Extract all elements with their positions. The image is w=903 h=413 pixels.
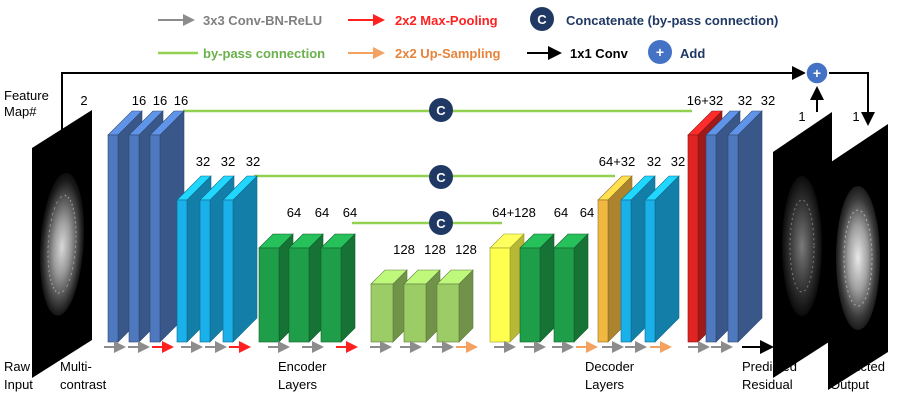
count-enc3-c: 64 bbox=[343, 205, 357, 220]
legend: 3x3 Conv-BN-ReLU 2x2 Max-Pooling C Conca… bbox=[158, 7, 778, 64]
count-bottleneck-c: 128 bbox=[455, 242, 477, 257]
feature-map-blocks bbox=[107, 110, 763, 343]
legend-add-label: Add bbox=[680, 46, 705, 61]
count-enc2-a: 32 bbox=[196, 154, 210, 169]
encoder-label-line1: Encoder bbox=[278, 359, 327, 374]
concat-icon-level2 bbox=[429, 165, 453, 189]
captions: Feature Map# Raw Input Multi- contrast E… bbox=[4, 88, 885, 392]
predicted-residual-image bbox=[773, 112, 832, 378]
count-enc3-b: 64 bbox=[315, 205, 329, 220]
legend-maxpool-label: 2x2 Max-Pooling bbox=[395, 13, 498, 28]
count-enc1-b: 16 bbox=[153, 93, 167, 108]
count-output: 1 bbox=[852, 109, 859, 124]
block-bottleneck-2 bbox=[403, 269, 441, 343]
block-dec3-1 bbox=[489, 233, 525, 343]
block-dec1-3 bbox=[727, 110, 763, 343]
block-dec3-3 bbox=[553, 233, 589, 343]
add-node-icon bbox=[805, 61, 829, 85]
concat-symbol-level3: C bbox=[436, 216, 446, 231]
block-enc3-1 bbox=[258, 233, 294, 343]
legend-conv-label: 3x3 Conv-BN-ReLU bbox=[203, 13, 322, 28]
legend-conv1x1-label: 1x1 Conv bbox=[570, 46, 629, 61]
predicted-residual-label-line1: Predicted bbox=[742, 359, 797, 374]
feature-map-label-line1: Feature bbox=[4, 88, 49, 103]
count-dec1-a: 16+32 bbox=[687, 93, 724, 108]
decoder-label-line2: Layers bbox=[585, 377, 625, 392]
block-dec3-2 bbox=[519, 233, 555, 343]
legend-bypass-label: by-pass connection bbox=[203, 46, 325, 61]
concat-icon-level3 bbox=[429, 211, 453, 235]
feature-map-label-line2: Map# bbox=[4, 104, 37, 119]
block-bottleneck-1 bbox=[370, 269, 408, 343]
count-dec2-a: 64+32 bbox=[599, 154, 636, 169]
block-bottleneck-3 bbox=[436, 269, 474, 343]
decoder-label-line1: Decoder bbox=[585, 359, 635, 374]
legend-concat-label: Concatenate (by-pass connection) bbox=[566, 13, 778, 28]
predicted-output-label-line2: Output bbox=[830, 377, 869, 392]
skip-line-top bbox=[61, 66, 806, 130]
concat-icon-level1 bbox=[429, 98, 453, 122]
predicted-residual-label-line2: Residual bbox=[742, 377, 793, 392]
count-dec2-b: 32 bbox=[647, 154, 661, 169]
count-dec2-c: 32 bbox=[671, 154, 685, 169]
global-residual-skip: + bbox=[61, 61, 875, 130]
add-to-output-arrow bbox=[829, 72, 875, 126]
feature-counts: 2 16 16 16 32 32 32 64 64 64 128 128 128… bbox=[80, 93, 859, 257]
multi-contrast-label-line2: contrast bbox=[60, 377, 107, 392]
count-enc1-c: 16 bbox=[174, 93, 188, 108]
count-dec3-c: 64 bbox=[580, 205, 594, 220]
block-enc2-3 bbox=[222, 175, 258, 343]
predicted-output-image bbox=[828, 124, 888, 390]
count-dec3-a: 64+128 bbox=[492, 205, 536, 220]
concat-symbol-level1: C bbox=[436, 103, 446, 118]
legend-concat-icon bbox=[530, 7, 554, 31]
block-enc3-2 bbox=[288, 233, 324, 343]
predicted-output-label-line1: Predicted bbox=[830, 359, 885, 374]
encoder-label-line2: Layers bbox=[278, 377, 318, 392]
count-enc1-a: 16 bbox=[132, 93, 146, 108]
count-input: 2 bbox=[80, 93, 87, 108]
concat-symbol-level2: C bbox=[436, 170, 446, 185]
count-residual: 1 bbox=[798, 109, 805, 124]
legend-add-symbol: + bbox=[656, 44, 664, 60]
multi-contrast-label-line1: Multi- bbox=[60, 359, 92, 374]
count-dec1-b: 32 bbox=[738, 93, 752, 108]
bypass-connections: C C C bbox=[183, 98, 692, 235]
count-bottleneck-b: 128 bbox=[424, 242, 446, 257]
legend-add-icon bbox=[648, 40, 672, 64]
raw-input-label-line2: Input bbox=[4, 377, 33, 392]
legend-concat-symbol: C bbox=[537, 12, 547, 27]
block-enc3-3 bbox=[320, 233, 356, 343]
raw-input-label-line1: Raw bbox=[4, 359, 31, 374]
count-enc2-c: 32 bbox=[246, 154, 260, 169]
block-dec2-3 bbox=[644, 175, 680, 343]
count-enc3-a: 64 bbox=[287, 205, 301, 220]
input-image bbox=[32, 110, 92, 378]
count-dec1-c: 32 bbox=[761, 93, 775, 108]
add-node-symbol: + bbox=[813, 65, 821, 81]
legend-upsample-label: 2x2 Up-Sampling bbox=[395, 46, 501, 61]
count-dec3-b: 64 bbox=[554, 205, 568, 220]
count-enc2-b: 32 bbox=[221, 154, 235, 169]
count-bottleneck-a: 128 bbox=[393, 242, 415, 257]
